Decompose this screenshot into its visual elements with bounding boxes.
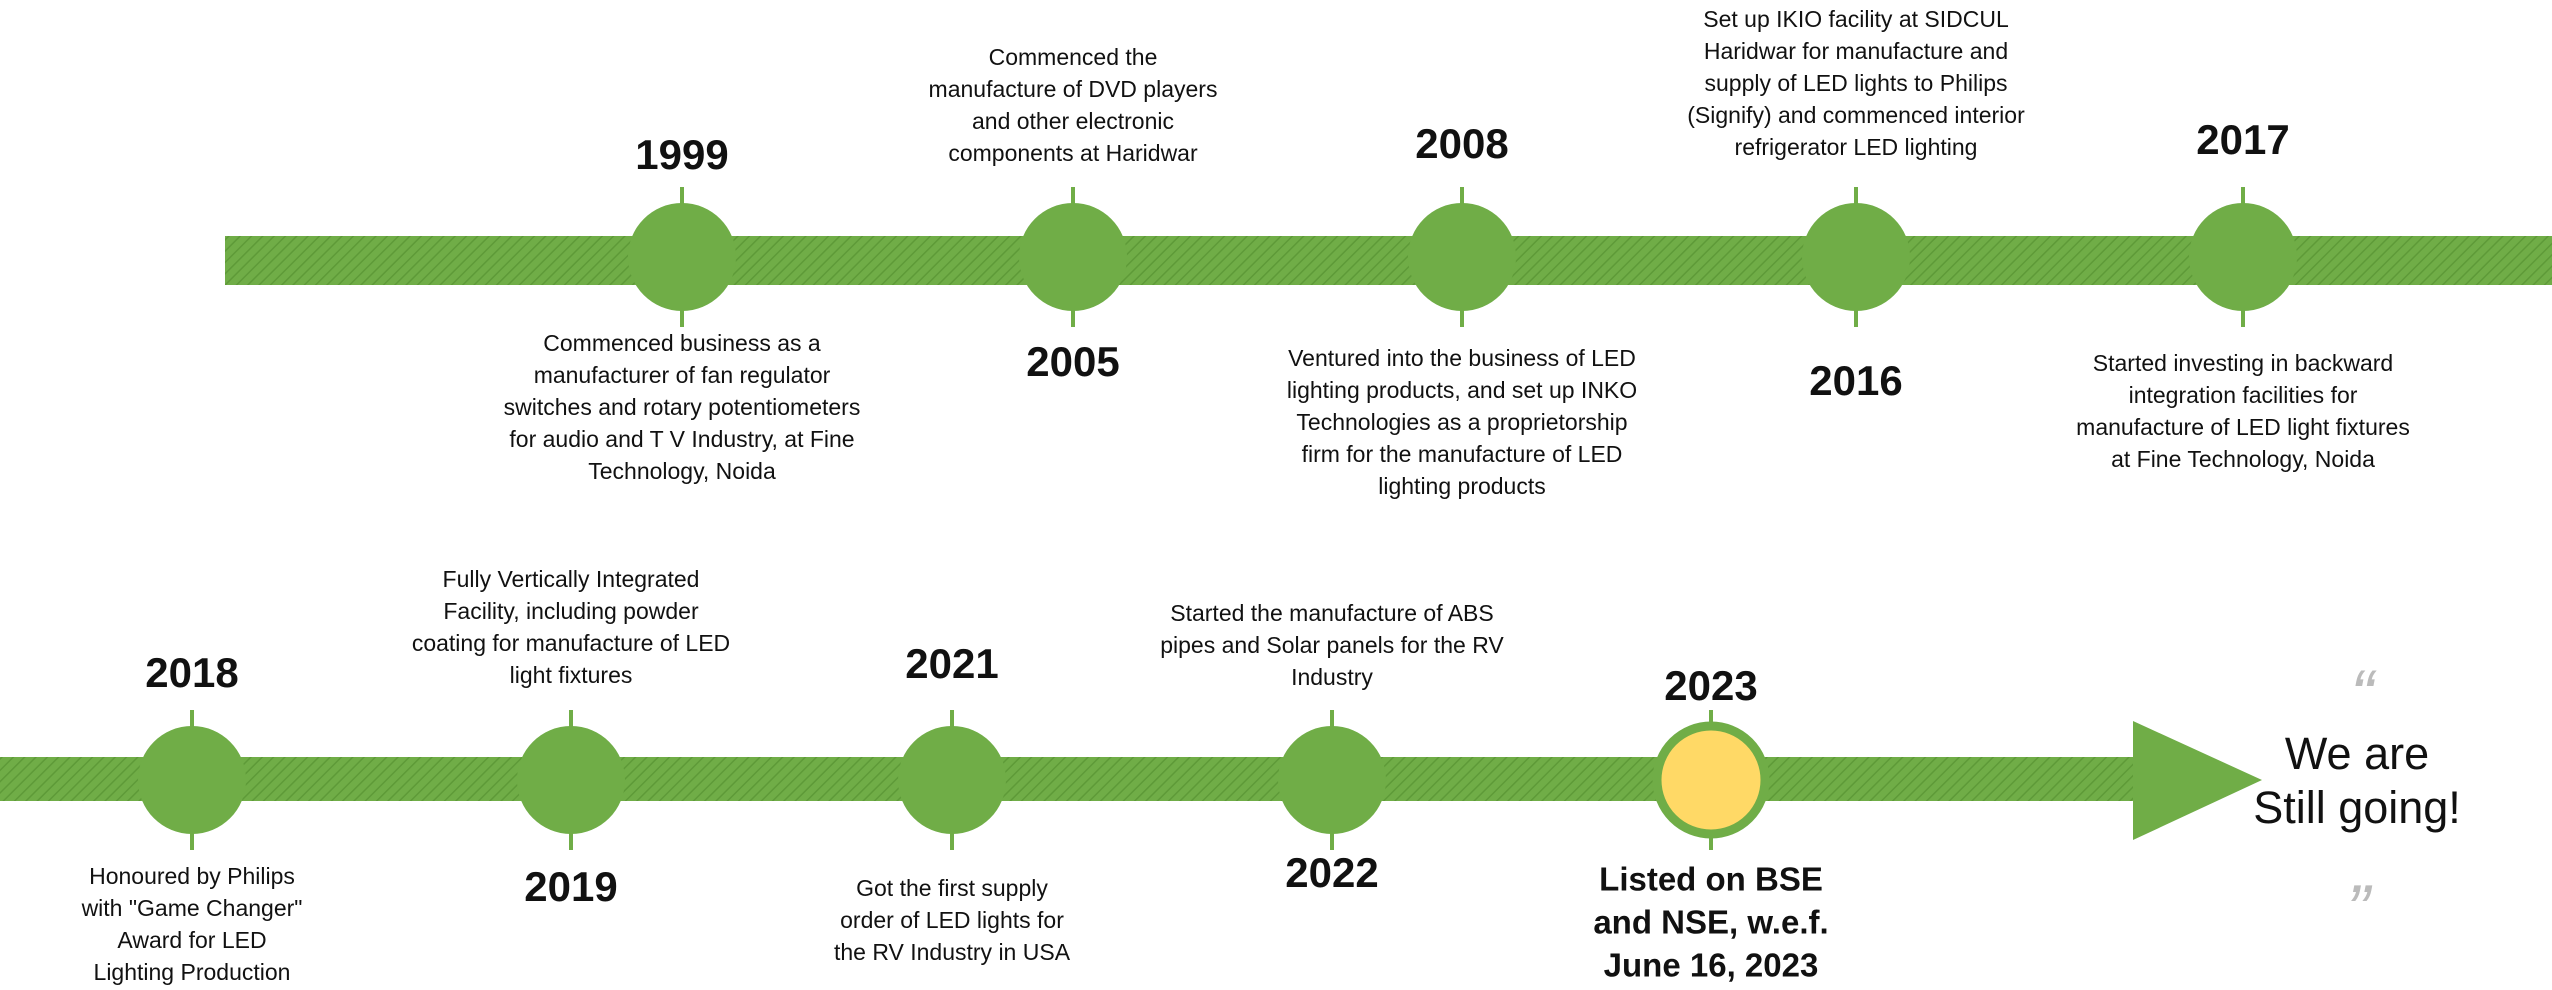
description-line: Set up IKIO facility at SIDCUL — [1703, 6, 2009, 32]
year: 2023 — [1664, 662, 1757, 709]
milestone — [138, 726, 246, 834]
description-line: manufacture of LED light fixtures — [2076, 414, 2410, 440]
year: 2019 — [524, 863, 617, 910]
description-line: for audio and T V Industry, at Fine — [509, 426, 854, 452]
description-line: Industry — [1291, 664, 1373, 690]
milestone — [1278, 726, 1386, 834]
description-line: Commenced business as a — [543, 330, 821, 356]
description-line: integration facilities for — [2129, 382, 2358, 408]
year: 1999 — [635, 131, 728, 178]
quote-open: “ — [2350, 655, 2377, 733]
description-line: and other electronic — [972, 108, 1174, 134]
description-line: Got the first supply — [856, 875, 1048, 901]
description-line: Technologies as a proprietorship — [1296, 409, 1627, 435]
description-line: Lighting Production — [94, 959, 291, 985]
description-line: with "Game Changer" — [81, 895, 303, 921]
description-line: and NSE, w.e.f. — [1593, 904, 1828, 941]
description-line: firm for the manufacture of LED — [1302, 441, 1623, 467]
arrow-head — [2133, 721, 2262, 840]
top-band — [225, 236, 2552, 285]
year: 2021 — [905, 640, 998, 687]
description-line: Fully Vertically Integrated — [443, 566, 700, 592]
description-line: the RV Industry in USA — [834, 939, 1071, 965]
final-message: We are — [2285, 728, 2429, 779]
description-line: Ventured into the business of LED — [1288, 345, 1636, 371]
milestone — [517, 726, 625, 834]
description-line: Haridwar for manufacture and — [1704, 38, 2008, 64]
description-line: order of LED lights for — [840, 907, 1064, 933]
description-line: (Signify) and commenced interior — [1687, 102, 2025, 128]
milestone — [898, 726, 1006, 834]
description-line: Commenced the — [989, 44, 1158, 70]
year: 2017 — [2196, 116, 2289, 163]
description-line: coating for manufacture of LED — [412, 630, 730, 656]
year: 2022 — [1285, 849, 1378, 896]
final-message: Still going! — [2253, 782, 2461, 833]
description-line: manufacture of DVD players — [929, 76, 1218, 102]
milestone — [1408, 203, 1516, 311]
year: 2005 — [1026, 338, 1119, 385]
description-line: manufacturer of fan regulator — [534, 362, 831, 388]
description-line: switches and rotary potentiometers — [504, 394, 861, 420]
year: 2016 — [1809, 357, 1902, 404]
bottom-band — [0, 757, 2140, 801]
year: 2008 — [1415, 120, 1508, 167]
year: 2018 — [145, 649, 238, 696]
description-line: Listed on BSE — [1599, 861, 1823, 898]
milestone — [628, 203, 736, 311]
description-line: lighting products, and set up INKO — [1287, 377, 1637, 403]
quote-close: ” — [2346, 870, 2372, 948]
description-line: supply of LED lights to Philips — [1705, 70, 2008, 96]
description-line: components at Haridwar — [948, 140, 1198, 166]
description-line: Started the manufacture of ABS — [1170, 600, 1493, 626]
description-line: Honoured by Philips — [89, 863, 295, 889]
milestone — [2189, 203, 2297, 311]
milestone — [1652, 721, 1770, 839]
description-line: June 16, 2023 — [1604, 947, 1819, 984]
milestone — [1019, 203, 1127, 311]
description-line: Facility, including powder — [443, 598, 699, 624]
description-line: Technology, Noida — [588, 458, 776, 484]
description-line: refrigerator LED lighting — [1735, 134, 1978, 160]
description-line: Started investing in backward — [2093, 350, 2393, 376]
description-line: lighting products — [1378, 473, 1546, 499]
description-line: Award for LED — [117, 927, 266, 953]
description-line: pipes and Solar panels for the RV — [1160, 632, 1504, 658]
description-line: light fixtures — [510, 662, 633, 688]
milestone — [1802, 203, 1910, 311]
description-line: at Fine Technology, Noida — [2111, 446, 2375, 472]
